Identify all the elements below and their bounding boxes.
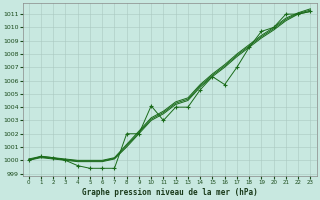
X-axis label: Graphe pression niveau de la mer (hPa): Graphe pression niveau de la mer (hPa)	[82, 188, 257, 197]
